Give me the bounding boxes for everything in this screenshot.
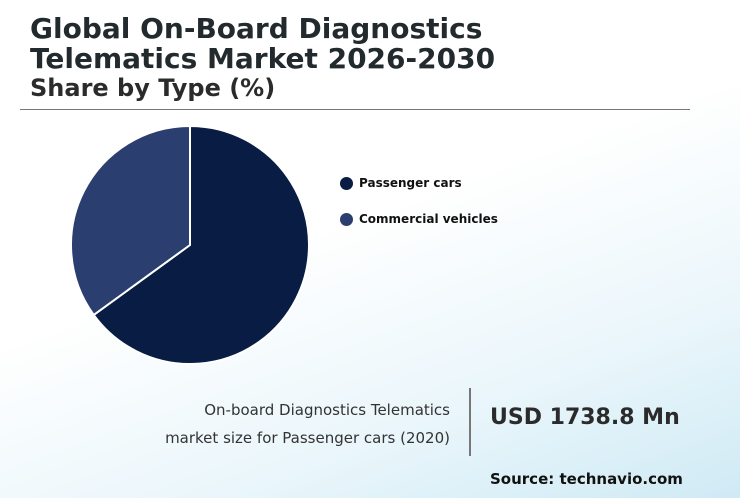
title-line-2: Telematics Market 2026-2030 — [30, 42, 496, 75]
legend-label-commercial-vehicles: Commercial vehicles — [359, 212, 498, 226]
caption-line-1: On-board Diagnostics Telematics — [204, 401, 450, 419]
legend-item-passenger-cars: Passenger cars — [340, 174, 498, 192]
legend: Passenger cars Commercial vehicles — [340, 174, 498, 246]
value-divider — [469, 388, 471, 456]
pie-slice-commercial-vehicles — [70, 125, 191, 316]
title-divider — [20, 109, 690, 110]
caption-line-2: market size for Passenger cars (2020) — [165, 429, 450, 447]
legend-swatch-commercial-vehicles — [340, 212, 353, 226]
legend-label-passenger-cars: Passenger cars — [359, 176, 462, 190]
legend-item-commercial-vehicles: Commercial vehicles — [340, 210, 498, 228]
chart-title: Global On-Board Diagnostics Telematics M… — [30, 14, 495, 74]
source-credit: Source: technavio.com — [490, 470, 683, 488]
chart-subtitle: Share by Type (%) — [30, 74, 276, 102]
title-line-1: Global On-Board Diagnostics — [30, 12, 483, 45]
pie-slice-passenger-cars — [92, 125, 310, 365]
market-size-value: USD 1738.8 Mn — [490, 405, 680, 430]
market-size-caption: On-board Diagnostics Telematics market s… — [90, 396, 450, 452]
legend-swatch-passenger-cars — [340, 176, 353, 190]
